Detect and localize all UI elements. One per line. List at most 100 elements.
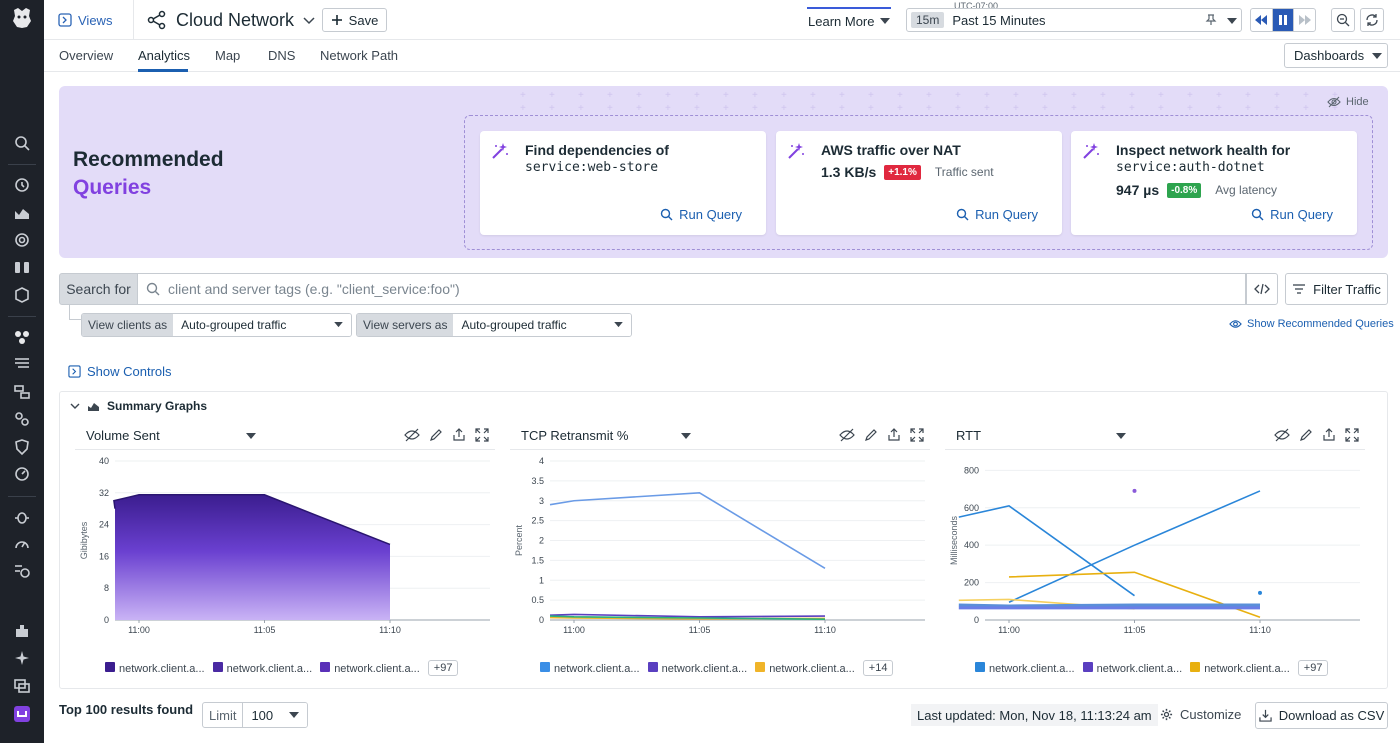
legend-item[interactable]: network.client.a... [540,661,640,675]
caret-down-icon[interactable] [1227,17,1237,25]
line-series[interactable] [549,615,826,621]
search-input[interactable] [168,281,1068,297]
user-avatar-icon[interactable] [12,704,32,724]
pencil-icon[interactable] [864,428,878,442]
summary-graphs-header[interactable]: Summary Graphs [70,399,207,413]
eye-slash-icon[interactable] [1274,428,1290,442]
legend-item[interactable]: network.client.a... [212,661,312,675]
share-icon[interactable] [452,428,466,442]
pencil-icon[interactable] [1299,428,1313,442]
page-title-selector[interactable]: Cloud Network [146,6,316,34]
run-query-button[interactable]: Run Query [660,207,742,222]
data-point[interactable] [1132,488,1137,493]
zoom-out-button[interactable] [1331,8,1355,32]
graph-metric-select[interactable]: TCP Retransmit % [521,428,629,443]
security-icon[interactable] [12,437,32,457]
logs-icon[interactable] [12,354,32,374]
tab-map[interactable]: Map [215,48,241,63]
chat-icon[interactable] [12,676,32,696]
search-icon[interactable] [12,133,32,153]
history-icon[interactable] [12,175,32,195]
expand-icon[interactable] [910,428,924,442]
view-servers-select[interactable]: View servers as Auto-grouped traffic [356,313,633,337]
dashboards-icon[interactable] [12,203,32,223]
query-card-aws-nat[interactable]: AWS traffic over NAT 1.3 KB/s +1.1% Traf… [776,131,1062,235]
graph-metric-select[interactable]: Volume Sent [86,428,160,443]
show-recommended-queries-link[interactable]: Show Recommended Queries [1229,318,1394,330]
line-series[interactable] [958,603,1260,608]
run-query-button[interactable]: Run Query [956,207,1038,222]
eye-slash-icon[interactable] [404,428,420,442]
cube-icon[interactable] [12,285,32,305]
rewind-button[interactable] [1251,9,1273,31]
tab-network-path[interactable]: Network Path [320,48,399,63]
learn-more-dropdown[interactable]: Learn More [807,7,891,33]
dashboards-dropdown[interactable]: Dashboards [1284,43,1388,68]
eye-slash-icon[interactable] [839,428,855,442]
legend-item[interactable]: network.client.a... [105,661,205,675]
sparkle-icon[interactable] [12,648,32,668]
time-range-picker[interactable]: 15m Past 15 Minutes [906,8,1242,32]
query-card-dependencies[interactable]: Find dependencies of service:web-store R… [480,131,766,235]
legend-item[interactable]: network.client.a... [647,661,747,675]
caret-down-icon[interactable] [1116,432,1126,439]
filter-traffic-button[interactable]: Filter Traffic [1285,273,1388,305]
tab-overview[interactable]: Overview [59,48,114,63]
data-point[interactable] [1258,590,1262,595]
datadog-logo-icon[interactable] [8,4,36,32]
apm-icon[interactable] [12,382,32,402]
watchdog-icon[interactable] [12,230,32,250]
speedometer-icon[interactable] [12,534,32,554]
limit-value[interactable]: 100 [243,703,308,727]
integrations-icon[interactable] [12,621,32,641]
views-button[interactable]: Views [58,10,112,30]
legend-more-button[interactable]: +97 [1297,660,1329,676]
graph-metric-select[interactable]: RTT [956,428,982,443]
hide-button[interactable]: Hide [1327,96,1369,108]
query-card-network-health[interactable]: Inspect network health for service:auth-… [1071,131,1357,235]
save-button[interactable]: Save [322,8,387,32]
share-icon[interactable] [887,428,901,442]
line-series[interactable] [549,613,826,618]
expand-icon[interactable] [475,428,489,442]
legend-item[interactable]: network.client.a... [755,661,855,675]
legend-item[interactable]: network.client.a... [1082,661,1182,675]
run-query-button[interactable]: Run Query [1251,207,1333,222]
view-clients-select[interactable]: View clients as Auto-grouped traffic [81,313,353,337]
synthetics-icon[interactable] [12,561,32,581]
download-csv-button[interactable]: Download as CSV [1255,702,1388,729]
line-series[interactable] [1008,571,1261,618]
refresh-button[interactable] [1360,8,1384,32]
search-box[interactable] [138,273,1246,305]
pencil-icon[interactable] [429,428,443,442]
caret-down-icon[interactable] [246,432,256,439]
legend-item[interactable]: network.client.a... [975,661,1075,675]
binoculars-icon[interactable] [12,257,32,277]
caret-down-icon[interactable] [681,432,691,439]
tcp-retransmit-chart[interactable]: 0 0.5 1 1.5 2 2.5 3 3.5 4 Percent 11:00 11:05 11:10 [510,455,930,655]
customize-button[interactable]: Customize [1160,707,1241,722]
legend-item[interactable]: network.client.a... [1190,661,1290,675]
tab-analytics[interactable]: Analytics [138,48,191,63]
rtt-chart[interactable]: 0 200 400 600 800 Milliseconds 11:00 11:05 11:10 [945,455,1365,655]
expand-icon[interactable] [1345,428,1359,442]
legend-more-button[interactable]: +97 [427,660,459,676]
tab-dns[interactable]: DNS [268,48,296,63]
area-series[interactable] [113,494,391,620]
line-series[interactable] [549,491,826,570]
legend-item[interactable]: network.client.a... [320,661,420,675]
bug-icon[interactable] [12,507,32,527]
show-controls-link[interactable]: Show Controls [68,364,172,379]
legend-more-button[interactable]: +14 [862,660,894,676]
line-series[interactable] [1008,490,1261,603]
infrastructure-icon[interactable] [12,327,32,347]
volume-sent-chart[interactable]: 0 8 16 24 32 40 Gibibytes 11:00 11:05 11:10 [75,455,495,655]
view-clients-value[interactable]: Auto-grouped traffic [173,314,352,336]
share-icon[interactable] [1322,428,1336,442]
view-servers-value[interactable]: Auto-grouped traffic [453,314,632,336]
code-view-button[interactable] [1246,273,1278,305]
line-series[interactable] [958,505,1135,597]
link-icon[interactable] [12,409,32,429]
fast-forward-button[interactable] [1294,9,1315,31]
limit-select[interactable]: Limit 100 [202,702,309,728]
